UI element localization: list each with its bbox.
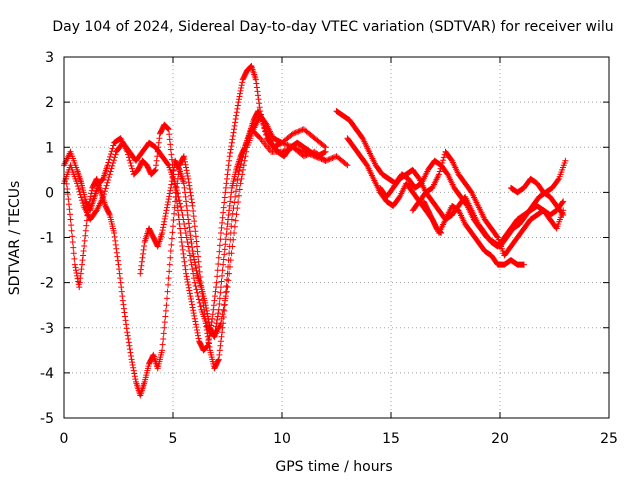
x-tick-label: 20	[491, 431, 509, 447]
series-track-10	[507, 175, 567, 218]
data-point-markers	[507, 175, 567, 218]
data-point-markers	[137, 108, 329, 340]
series-track-9	[420, 198, 445, 236]
y-tick-label: -3	[40, 321, 54, 337]
x-tick-label: 10	[273, 431, 291, 447]
y-tick-label: 1	[45, 140, 54, 156]
y-tick-label: -2	[40, 276, 54, 292]
grid	[64, 57, 609, 418]
x-tick-label: 0	[60, 431, 69, 447]
chart-title: Day 104 of 2024, Sidereal Day-to-day VTE…	[52, 19, 613, 35]
data-point-markers	[409, 148, 567, 259]
y-tick-label: 0	[45, 185, 54, 201]
y-tick-label: 2	[45, 95, 54, 111]
series-track-4	[137, 108, 329, 340]
y-tick-label: -1	[40, 231, 54, 247]
data-point-markers	[420, 198, 445, 236]
x-tick-label: 25	[600, 431, 618, 447]
x-tick-label: 5	[169, 431, 178, 447]
x-tick-label: 15	[382, 431, 400, 447]
series-track-8	[409, 148, 567, 259]
y-axis-label: SDTVAR / TECUs	[7, 181, 23, 296]
y-tick-label: 3	[45, 50, 54, 66]
y-tick-label: -4	[40, 366, 54, 382]
x-axis-label: GPS time / hours	[275, 459, 392, 475]
y-tick-label: -5	[40, 411, 54, 427]
